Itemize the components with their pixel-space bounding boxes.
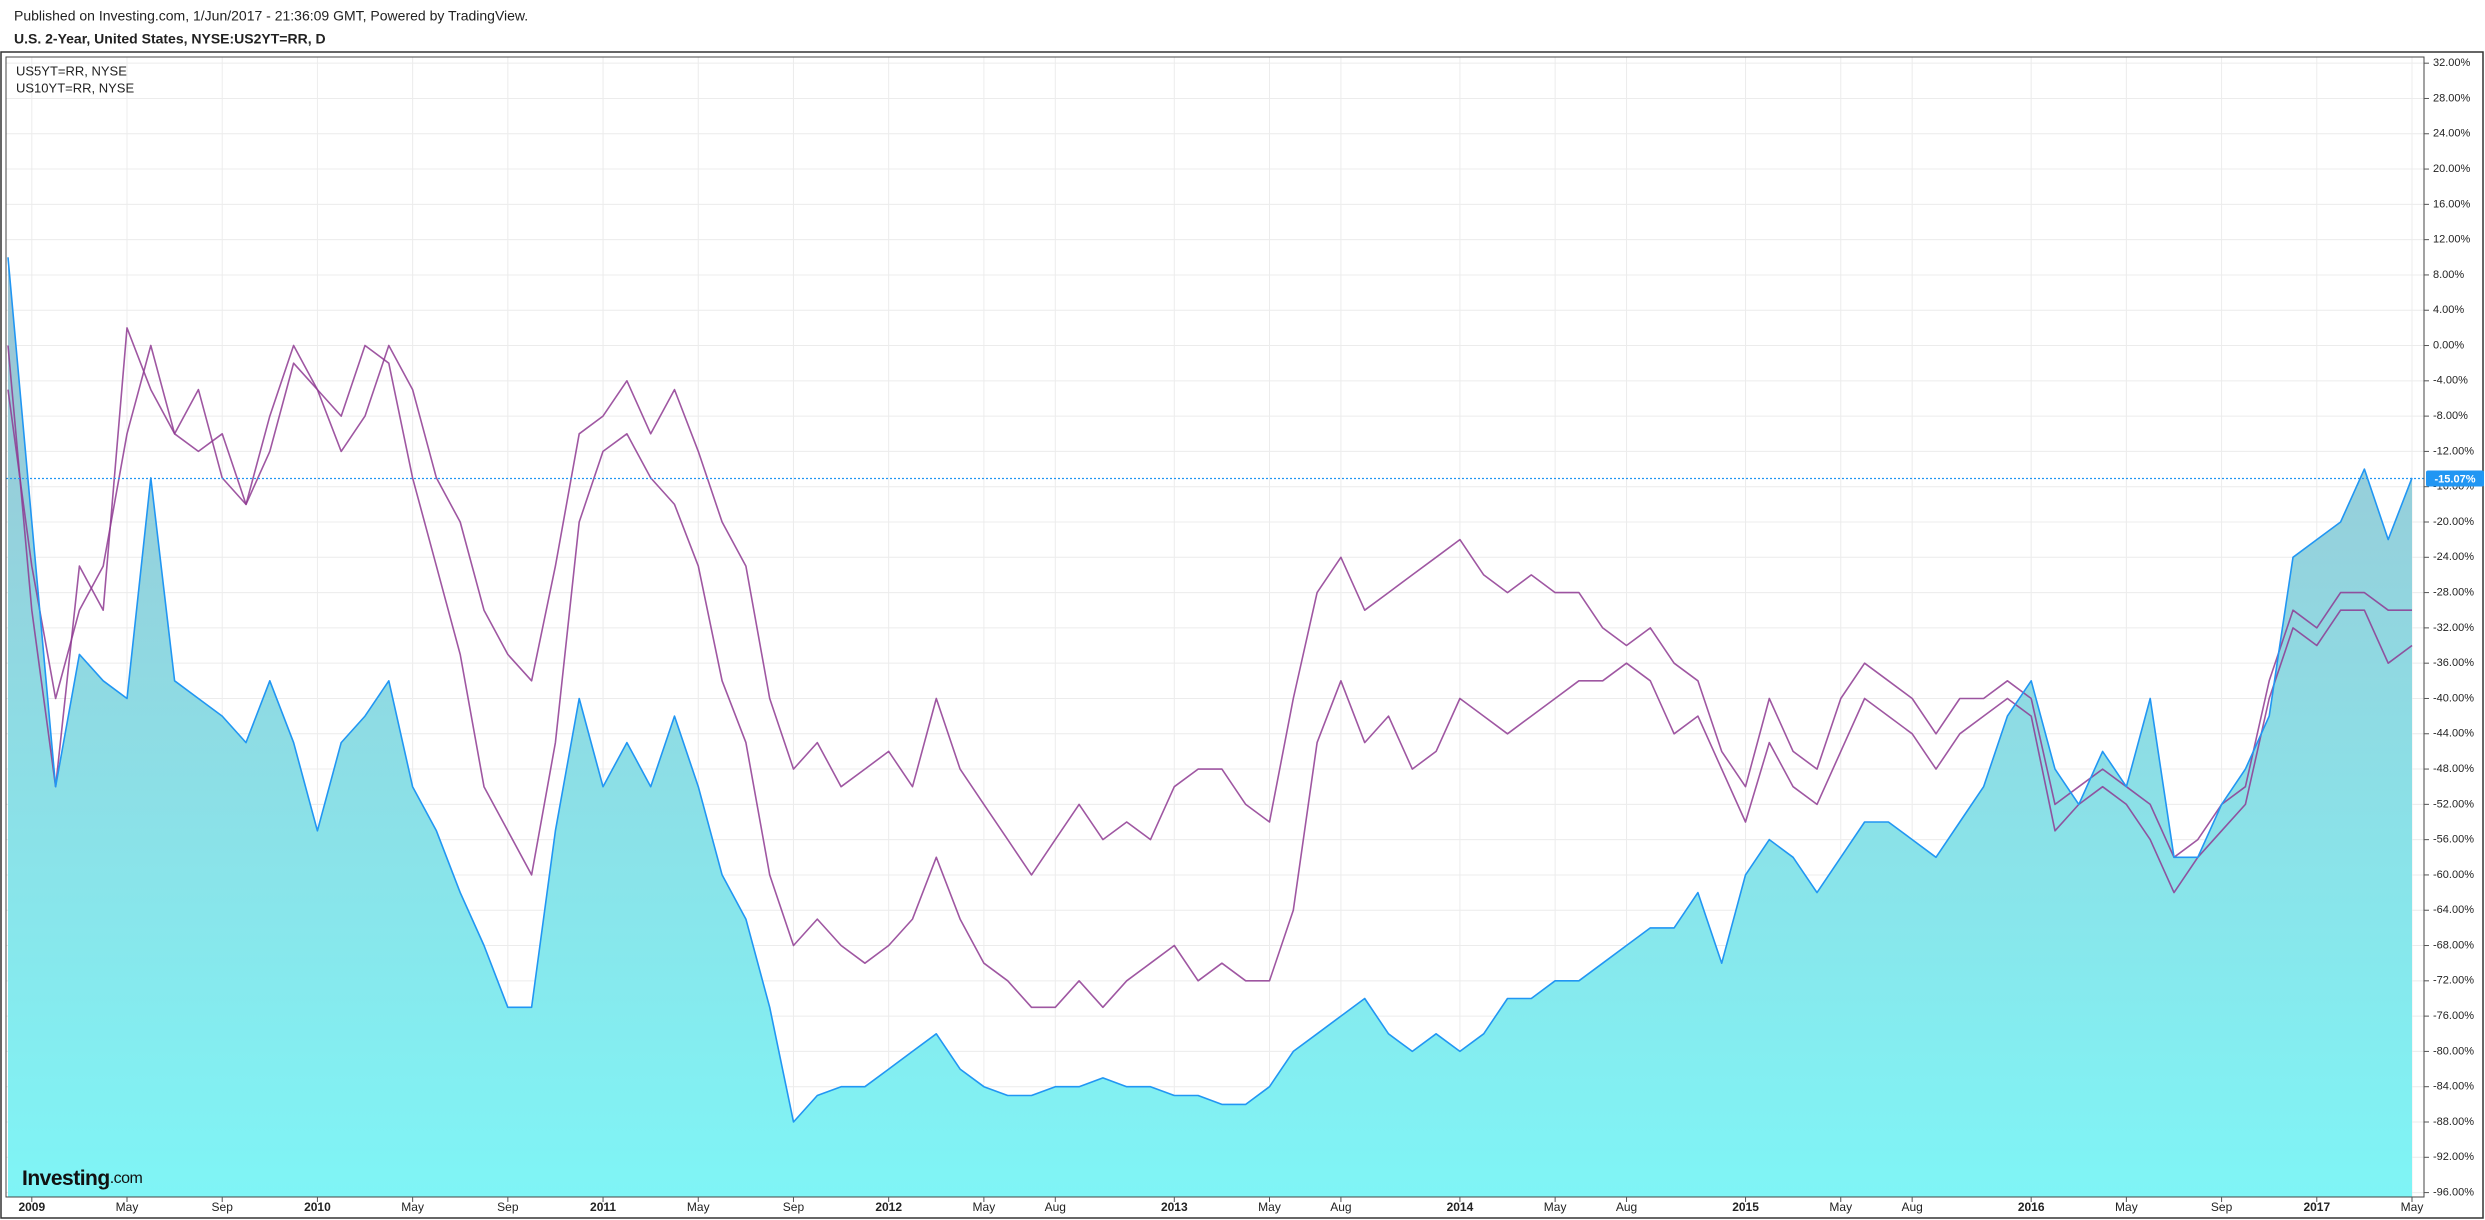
y-tick-label: 12.00% <box>2433 234 2471 246</box>
y-tick-label: 16.00% <box>2433 198 2471 210</box>
y-tick-label: 4.00% <box>2433 304 2464 316</box>
legend-label: US10YT=RR, NYSE <box>16 80 134 95</box>
y-tick-label: -36.00% <box>2433 657 2474 669</box>
logo-main: Investing <box>22 1167 110 1190</box>
x-tick-label: 2015 <box>1732 1200 1759 1214</box>
y-tick-label: -12.00% <box>2433 445 2474 457</box>
y-tick-label: -84.00% <box>2433 1081 2474 1093</box>
y-tick-label: -80.00% <box>2433 1045 2474 1057</box>
y-tick-label: -20.00% <box>2433 516 2474 528</box>
y-tick-label: -40.00% <box>2433 692 2474 704</box>
x-tick-label: 2017 <box>2303 1200 2330 1214</box>
y-tick-label: -24.00% <box>2433 551 2474 563</box>
published-note: Published on Investing.com, 1/Jun/2017 -… <box>14 8 528 24</box>
x-tick-label: Sep <box>783 1200 805 1214</box>
x-tick-label: Aug <box>1616 1200 1637 1214</box>
x-tick-label: May <box>1544 1200 1567 1214</box>
y-tick-label: -8.00% <box>2433 410 2468 422</box>
y-tick-label: 32.00% <box>2433 57 2471 69</box>
outer-frame <box>0 51 2484 1219</box>
line <box>7 257 2413 1123</box>
x-tick-label: Sep <box>212 1200 234 1214</box>
x-tick-label: 2016 <box>2018 1200 2045 1214</box>
x-tick-label: Aug <box>1045 1200 1066 1214</box>
x-tick-label: Sep <box>2211 1200 2233 1214</box>
line <box>7 327 2413 1009</box>
y-tick-label: -44.00% <box>2433 728 2474 740</box>
y-tick-label: -76.00% <box>2433 1010 2474 1022</box>
y-tick-label: -48.00% <box>2433 763 2474 775</box>
y-tick-label: -88.00% <box>2433 1116 2474 1128</box>
y-tick-label: -92.00% <box>2433 1151 2474 1163</box>
y-tick-label: -4.00% <box>2433 375 2468 387</box>
x-tick-label: May <box>687 1200 710 1214</box>
y-tick-label: -96.00% <box>2433 1186 2474 1198</box>
x-tick-label: Sep <box>497 1200 519 1214</box>
x-tick-label: May <box>401 1200 424 1214</box>
y-tick-label: -60.00% <box>2433 869 2474 881</box>
x-tick-label: May <box>116 1200 139 1214</box>
y-tick-label: -64.00% <box>2433 904 2474 916</box>
y-tick-label: -28.00% <box>2433 586 2474 598</box>
y-tick-label: -72.00% <box>2433 975 2474 987</box>
y-tick-label: -56.00% <box>2433 834 2474 846</box>
line <box>7 344 2412 876</box>
legend-label: US5YT=RR, NYSE <box>16 63 127 78</box>
logo-suffix: .com <box>110 1170 143 1187</box>
y-tick-label: 24.00% <box>2433 128 2471 140</box>
x-tick-label: 2011 <box>590 1200 616 1214</box>
y-tick-label: -32.00% <box>2433 622 2474 634</box>
y-tick-label: -68.00% <box>2433 939 2474 951</box>
y-tick-label: 20.00% <box>2433 163 2471 175</box>
y-tick-label: -52.00% <box>2433 798 2474 810</box>
y-tick-label: 8.00% <box>2433 269 2464 281</box>
last-value-label: -15.07% <box>2435 473 2476 485</box>
x-tick-label: Aug <box>1901 1200 1922 1214</box>
x-tick-label: May <box>1258 1200 1281 1214</box>
x-tick-label: May <box>1829 1200 1852 1214</box>
x-tick-label: Aug <box>1330 1200 1351 1214</box>
area <box>8 257 2412 1197</box>
logo: Investing.com <box>22 1167 143 1190</box>
chart-title: U.S. 2-Year, United States, NYSE:US2YT=R… <box>14 31 326 47</box>
x-tick-label: May <box>2115 1200 2138 1214</box>
y-tick-label: 0.00% <box>2433 339 2464 351</box>
y-tick-label: 28.00% <box>2433 92 2471 104</box>
x-tick-label: May <box>973 1200 996 1214</box>
x-tick-label: 2010 <box>304 1200 331 1214</box>
x-tick-label: 2013 <box>1161 1200 1188 1214</box>
x-tick-label: 2012 <box>875 1200 902 1214</box>
plot-frame <box>5 56 2425 1198</box>
x-tick-label: 2009 <box>18 1200 45 1214</box>
x-tick-label: May <box>2401 1200 2424 1214</box>
x-tick-label: 2014 <box>1447 1200 1474 1214</box>
last-value-badge <box>2426 470 2484 487</box>
